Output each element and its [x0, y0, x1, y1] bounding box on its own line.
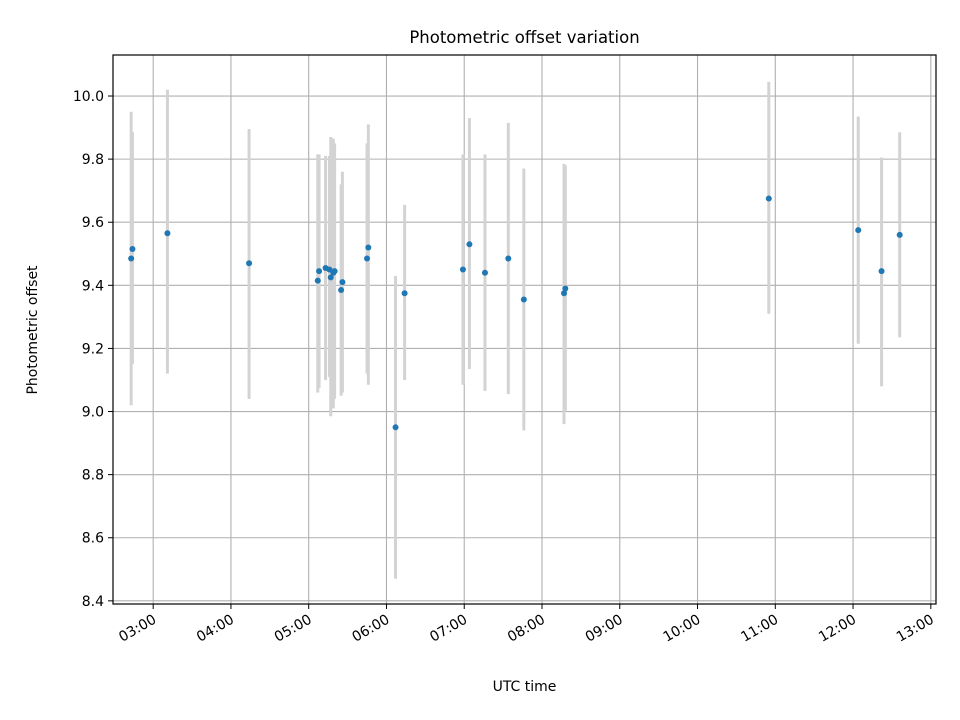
plot-frame	[112, 54, 937, 605]
data-point	[878, 268, 885, 275]
data-point	[128, 255, 135, 262]
data-point	[316, 268, 323, 275]
data-point	[765, 195, 772, 202]
data-point	[129, 246, 136, 253]
data-point	[459, 266, 466, 273]
data-point	[896, 231, 903, 238]
grid-lines	[113, 55, 936, 604]
y-tick-label: 9.2	[82, 341, 104, 357]
y-tick-label: 8.4	[82, 594, 104, 610]
data-point	[339, 279, 346, 286]
y-tick-label: 9.8	[82, 152, 104, 168]
data-point	[855, 227, 862, 234]
data-point	[164, 230, 171, 237]
y-axis-label: Photometric offset	[25, 265, 41, 395]
data-point	[561, 290, 568, 297]
data-point	[520, 296, 527, 303]
data-point	[331, 268, 338, 275]
chart-title: Photometric offset variation	[409, 28, 639, 47]
data-point	[365, 244, 372, 251]
y-tick-label: 9.6	[82, 215, 104, 231]
data-point	[338, 287, 345, 294]
data-point	[505, 255, 512, 262]
y-tick-label: 9.0	[82, 405, 104, 421]
data-point	[401, 290, 408, 297]
data-point	[327, 274, 334, 281]
data-point	[364, 255, 371, 262]
x-axis-label: UTC time	[493, 679, 557, 695]
data-point	[246, 260, 253, 267]
data-point	[481, 269, 488, 276]
y-tick-label: 10.0	[73, 89, 104, 105]
y-tick-label: 8.8	[82, 468, 104, 484]
data-point	[314, 277, 321, 284]
y-tick-label: 8.6	[82, 531, 104, 547]
data-point	[466, 241, 473, 248]
data-point	[392, 424, 399, 431]
y-tick-label: 9.4	[82, 278, 104, 294]
data-points	[128, 195, 903, 431]
data-point	[562, 285, 569, 292]
